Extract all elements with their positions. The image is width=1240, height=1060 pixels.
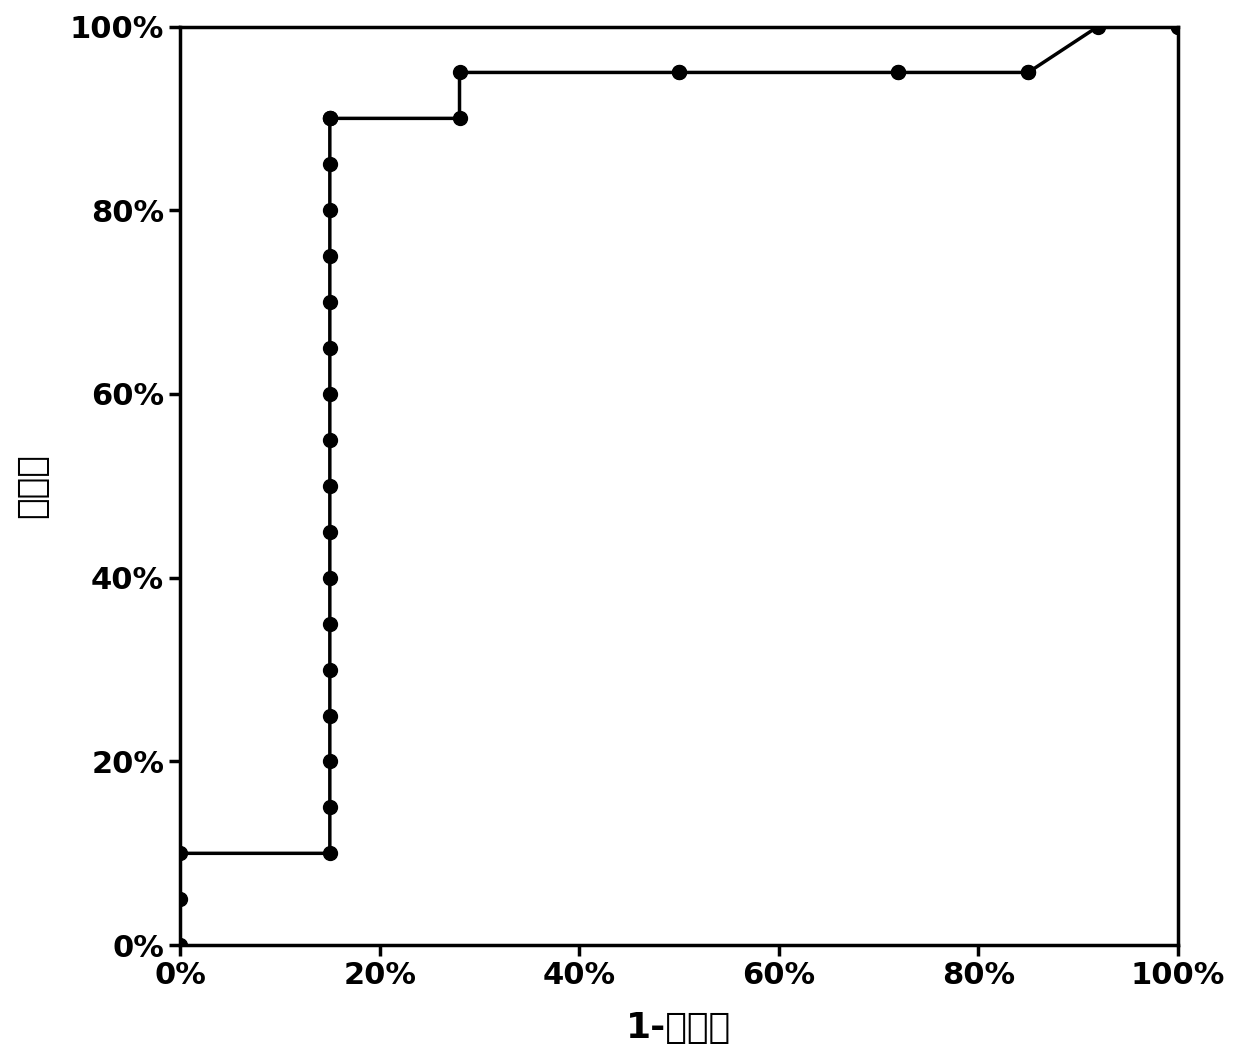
X-axis label: 1-特异性: 1-特异性	[626, 1011, 732, 1045]
Y-axis label: 敏感性: 敏感性	[15, 454, 50, 518]
